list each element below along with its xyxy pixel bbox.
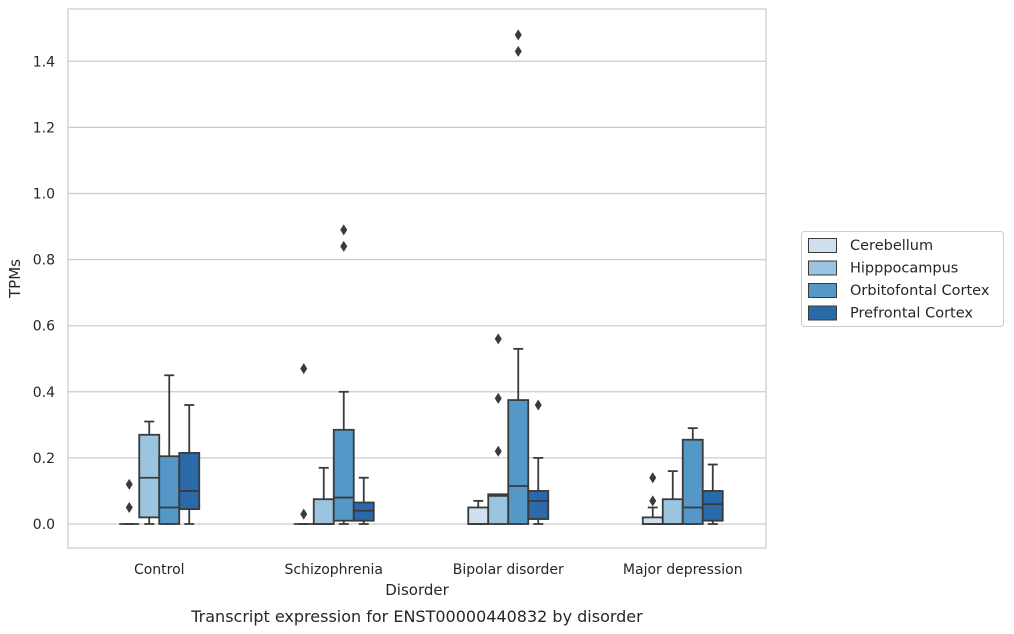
y-axis-label: TPMs: [6, 259, 24, 299]
box-iqr: [701, 490, 724, 522]
box-iqr: [487, 493, 510, 525]
box-orbitofontal-cortex: [681, 427, 704, 525]
box-iqr: [312, 498, 335, 525]
x-tick-label: Schizophrenia: [285, 562, 383, 578]
outlier-marker: [534, 399, 542, 411]
box-hipppocampus: [661, 470, 684, 525]
outlier-marker: [494, 333, 502, 345]
x-axis-label: Disorder: [385, 581, 449, 599]
box-iqr: [467, 506, 490, 525]
legend-swatch: [808, 305, 837, 321]
y-tick-labels: 0.0 0.2 0.4 0.6 0.8 1.0 1.2 1.4: [33, 54, 55, 533]
outlier-marker: [649, 472, 657, 484]
y-tick-label: 0.0: [33, 517, 55, 533]
box-hipppocampus: [487, 333, 510, 525]
box-iqr: [138, 433, 161, 519]
y-tick-label: 0.2: [33, 451, 55, 467]
box-prefrontal-cortex: [701, 463, 724, 525]
y-tick-label: 1.0: [33, 187, 55, 203]
box-cerebellum: [119, 478, 140, 525]
box-orbitofontal-cortex: [158, 374, 181, 525]
box-prefrontal-cortex: [527, 399, 550, 525]
outlier-marker: [514, 29, 522, 41]
outlier-marker: [340, 240, 348, 252]
y-tick-label: 0.6: [33, 319, 55, 335]
box-iqr: [507, 399, 530, 525]
outlier-marker: [514, 45, 522, 57]
box-iqr: [527, 490, 550, 520]
box-hipppocampus: [138, 420, 161, 525]
legend-label: Hipppocampus: [850, 261, 958, 277]
box-layer: [119, 29, 724, 525]
legend-swatch: [808, 283, 837, 298]
figure-caption: Transcript expression for ENST0000044083…: [190, 607, 643, 626]
box-orbitofontal-cortex: [332, 224, 355, 525]
box-orbitofontal-cortex: [507, 29, 530, 525]
legend-label: Cerebellum: [850, 238, 933, 254]
x-tick-label: Control: [134, 562, 185, 578]
x-tick-label: Major depression: [623, 562, 743, 578]
legend-swatch: [808, 260, 837, 276]
box-iqr: [641, 516, 664, 525]
y-tick-label: 0.8: [33, 253, 55, 269]
outlier-marker: [300, 363, 308, 375]
outlier-marker: [494, 392, 502, 404]
outlier-marker: [125, 478, 133, 490]
outlier-marker: [340, 224, 348, 236]
box-iqr: [681, 438, 704, 525]
x-tick-label: Bipolar disorder: [453, 562, 564, 578]
box-prefrontal-cortex: [352, 476, 375, 525]
outlier-marker: [649, 495, 657, 507]
y-tick-label: 1.2: [33, 120, 55, 136]
y-tick-label: 1.4: [33, 54, 55, 70]
legend-frame: [801, 231, 1004, 327]
legend-swatch: [808, 238, 837, 253]
outlier-marker: [125, 501, 133, 513]
outlier-marker: [494, 445, 502, 457]
box-cerebellum: [293, 363, 314, 525]
box-prefrontal-cortex: [178, 404, 201, 525]
box-iqr: [178, 452, 201, 511]
box-iqr: [158, 455, 181, 525]
legend-label: Orbitofontal Cortex: [850, 283, 990, 299]
box-iqr: [332, 428, 355, 522]
box-cerebellum: [641, 472, 664, 525]
box-iqr: [661, 498, 684, 525]
x-tick-labels: Control Schizophrenia Bipolar disorder Majo…: [134, 562, 743, 578]
outlier-marker: [300, 508, 308, 520]
legend-label: Prefrontal Cortex: [850, 306, 973, 322]
y-tick-label: 0.4: [33, 385, 55, 401]
legend: Cerebellum Hipppocampus Orbitofontal Corte…: [801, 231, 1004, 327]
box-hipppocampus: [312, 466, 335, 525]
plot-frame: [67, 8, 767, 549]
